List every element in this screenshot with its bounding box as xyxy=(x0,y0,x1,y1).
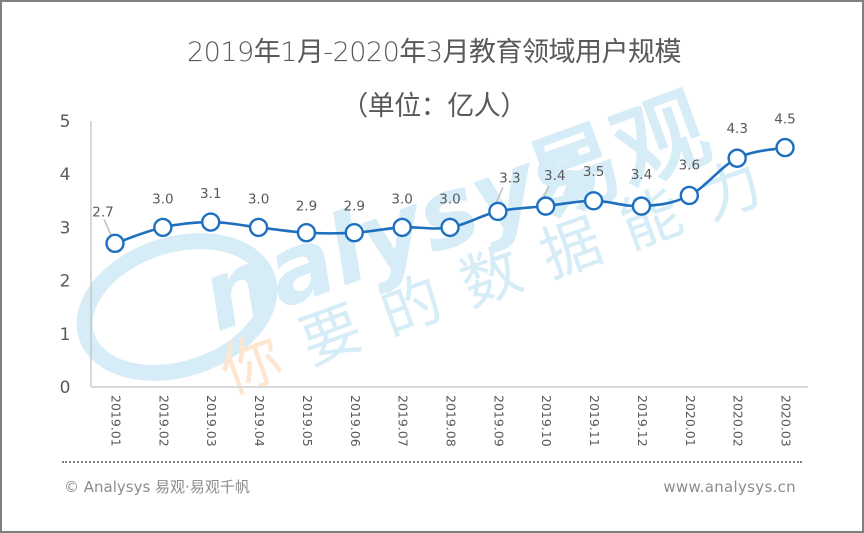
data-point-marker[interactable] xyxy=(296,223,317,243)
data-value-label: 3.0 xyxy=(391,191,412,207)
data-point-marker[interactable] xyxy=(105,233,125,254)
footer-website[interactable]: www.analysys.cn xyxy=(663,478,796,496)
data-value-label: 2.9 xyxy=(344,199,365,215)
y-tick-label: 2 xyxy=(60,272,71,292)
x-tick-label: 2019.07 xyxy=(396,395,411,447)
data-value-label: 2.9 xyxy=(296,199,317,215)
x-tick-label: 2019.08 xyxy=(444,395,459,447)
y-axis-ticks: 0 1 2 3 4 5 xyxy=(60,112,71,398)
x-axis-ticks: 2019.01 2019.02 2019.03 2019.04 2019.05 2019.… xyxy=(109,395,794,447)
x-tick-label: 2019.02 xyxy=(156,395,171,447)
data-point-marker[interactable] xyxy=(392,217,412,238)
data-markers xyxy=(105,137,795,254)
data-point-marker[interactable] xyxy=(679,185,700,206)
chart-subtitle: （单位：亿人） xyxy=(341,91,527,122)
x-tick-label: 2019.09 xyxy=(491,395,506,447)
data-point-marker[interactable] xyxy=(201,212,221,232)
chart-title: 2019年1月-2020年3月教育领域用户规模 xyxy=(186,37,682,68)
x-tick-label: 2019.01 xyxy=(109,395,124,447)
x-tick-label: 2020.02 xyxy=(731,395,746,447)
data-point-marker[interactable] xyxy=(248,217,269,238)
x-tick-label: 2019.11 xyxy=(587,395,602,447)
footer-divider xyxy=(62,461,802,463)
x-tick-label: 2019.10 xyxy=(539,395,554,447)
x-tick-label: 2020.01 xyxy=(683,395,698,447)
data-point-marker[interactable] xyxy=(583,191,604,211)
data-value-label: 3.1 xyxy=(200,186,221,202)
data-point-marker[interactable] xyxy=(440,217,460,238)
y-tick-label: 0 xyxy=(60,378,71,398)
y-tick-label: 5 xyxy=(60,112,71,132)
watermark: nalysys易观你要的数据能力 xyxy=(76,74,772,408)
data-value-label: 3.6 xyxy=(679,157,700,173)
y-tick-label: 3 xyxy=(60,218,71,238)
data-value-label: 3.4 xyxy=(631,167,652,183)
leader-line xyxy=(103,219,113,238)
data-value-label: 3.0 xyxy=(152,191,173,207)
data-value-label: 3.4 xyxy=(544,168,565,184)
data-value-label: 3.0 xyxy=(439,191,460,207)
x-tick-label: 2019.06 xyxy=(348,395,363,447)
data-labels: 2.7 3.0 3.1 3.0 2.9 2.9 3.0 3.0 3.3 3.4 3.5 3.4 3.6 4… xyxy=(92,112,796,221)
data-point-marker[interactable] xyxy=(727,148,747,168)
data-point-marker[interactable] xyxy=(153,217,173,238)
x-tick-label: 2020.03 xyxy=(779,395,794,447)
x-tick-label: 2019.05 xyxy=(300,395,315,447)
footer-copyright: © Analysys 易观·易观千帆 xyxy=(64,478,250,496)
data-value-label: 3.0 xyxy=(248,191,269,207)
chart-axes xyxy=(90,121,808,388)
data-point-marker[interactable] xyxy=(536,196,556,216)
x-tick-label: 2019.12 xyxy=(635,395,650,447)
x-tick-label: 2019.04 xyxy=(252,395,267,447)
x-tick-label: 2019.03 xyxy=(204,395,219,447)
watermark-logo-swoosh xyxy=(76,233,278,381)
data-point-marker[interactable] xyxy=(488,201,508,222)
data-point-marker[interactable] xyxy=(775,137,795,158)
data-value-label: 4.5 xyxy=(774,112,795,128)
data-value-label: 3.5 xyxy=(583,164,604,180)
data-value-label: 4.3 xyxy=(726,121,747,137)
y-tick-label: 1 xyxy=(60,325,71,345)
data-value-label: 3.3 xyxy=(499,170,520,186)
data-value-label: 2.7 xyxy=(92,204,113,220)
data-point-marker[interactable] xyxy=(344,223,364,243)
data-point-marker[interactable] xyxy=(631,196,652,216)
y-tick-label: 4 xyxy=(60,165,71,185)
